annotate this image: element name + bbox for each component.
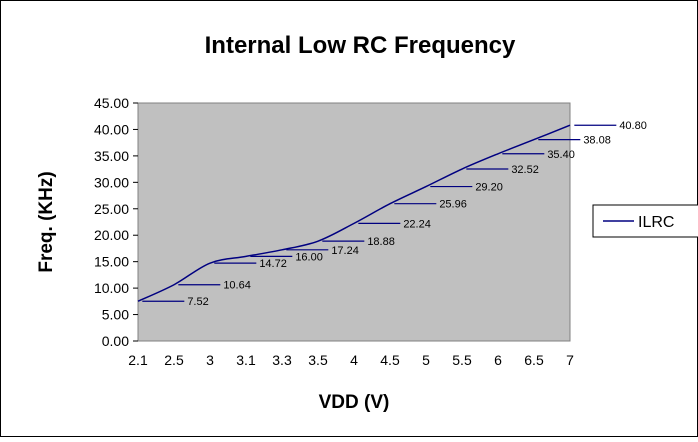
- x-tick-label: 6.5: [524, 352, 544, 368]
- data-label: 38.08: [583, 135, 611, 147]
- y-tick-label: 35.00: [94, 148, 129, 164]
- y-tick-label: 10.00: [94, 280, 129, 296]
- x-tick-label: 4: [350, 352, 358, 368]
- data-label: 18.88: [367, 236, 395, 248]
- legend: ILRC: [592, 204, 698, 238]
- data-label: 40.80: [619, 120, 647, 132]
- x-tick-label: 5: [422, 352, 430, 368]
- x-axis-ticks: 2.1 2.5 3 3.1 3.3 3.5 4 4.5 5 5.5 6 6.5 7: [128, 352, 574, 368]
- y-tick-label: 45.00: [94, 95, 129, 111]
- x-tick-label: 3.5: [308, 352, 328, 368]
- x-tick-label: 5.5: [452, 352, 472, 368]
- x-tick-label: 2.1: [128, 352, 148, 368]
- y-tick-label: 0.00: [102, 333, 129, 349]
- data-label: 7.52: [187, 296, 208, 308]
- chart-title: Internal Low RC Frequency: [205, 32, 516, 59]
- x-tick-label: 7: [566, 352, 574, 368]
- legend-label-ilrc: ILRC: [638, 214, 674, 231]
- y-tick-label: 15.00: [94, 254, 129, 270]
- y-axis-ticks: 0.00 5.00 10.00 15.00 20.00 25.00 30.00 35.00 40…: [94, 95, 138, 349]
- x-tick-label: 2.5: [164, 352, 184, 368]
- y-tick-label: 30.00: [94, 174, 129, 190]
- series-line-ilrc: [137, 124, 571, 302]
- y-tick-label: 25.00: [94, 201, 129, 217]
- y-tick-label: 20.00: [94, 227, 129, 243]
- data-label: 10.64: [223, 280, 251, 292]
- x-tick-label: 3: [206, 352, 214, 368]
- data-label: 29.20: [475, 182, 503, 194]
- x-tick-label: 3.1: [236, 352, 256, 368]
- y-axis-label: Freq. (KHz): [36, 171, 57, 272]
- plot-area: [137, 102, 571, 342]
- data-label: 22.24: [403, 218, 431, 230]
- data-label: 25.96: [439, 199, 467, 211]
- data-label: 17.24: [331, 245, 359, 257]
- x-tick-label: 4.5: [380, 352, 400, 368]
- x-axis-label: VDD (V): [319, 392, 390, 413]
- data-label: 32.52: [511, 164, 539, 176]
- data-labels: 7.52 10.64 14.72 16.00 17.24 18.88 22.24 25.96 2…: [187, 120, 647, 308]
- y-tick-label: 40.00: [94, 121, 129, 137]
- data-label: 16.00: [295, 251, 323, 263]
- data-label: 35.40: [547, 149, 575, 161]
- x-tick-label: 3.3: [272, 352, 292, 368]
- data-label-leaders: [142, 124, 617, 302]
- x-tick-label: 6: [494, 352, 502, 368]
- data-label: 14.72: [259, 258, 287, 270]
- y-tick-label: 5.00: [102, 307, 129, 323]
